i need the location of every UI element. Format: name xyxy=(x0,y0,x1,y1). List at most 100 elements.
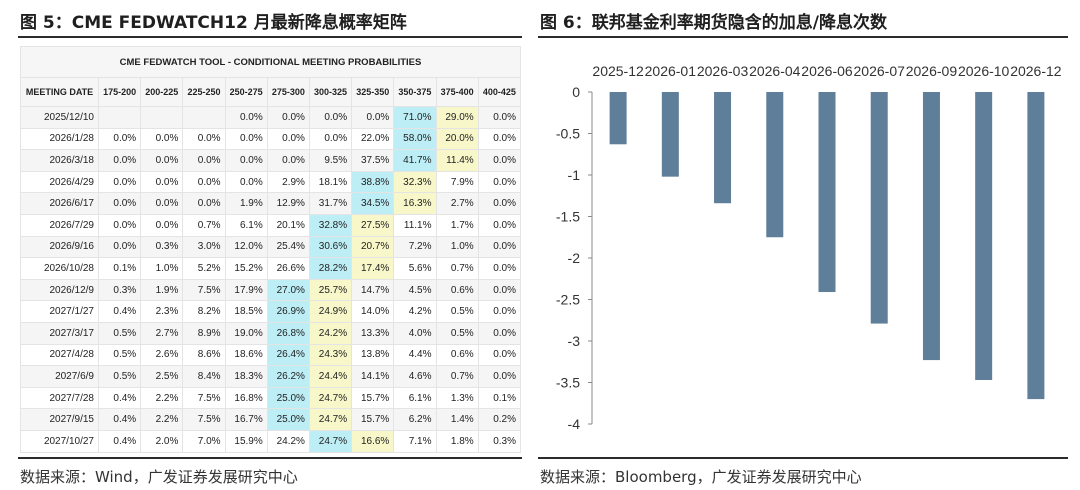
header-range-225-250: 225-250 xyxy=(182,77,226,107)
probability-cell: 0.0% xyxy=(97,170,142,194)
probability-cell: 12.9% xyxy=(266,192,310,215)
header-range-250-275: 250-275 xyxy=(224,77,268,107)
y-tick-label: -2.5 xyxy=(556,292,580,308)
probability-cell: 0.7% xyxy=(435,365,479,388)
table-row: 2026/10/28 0.1% 1.0% 5.2% 15.2% 26.6% 28.2% 17.… xyxy=(20,257,522,280)
probability-cell: 0.0% xyxy=(477,321,522,345)
header-range-175-200: 175-200 xyxy=(97,77,142,107)
probability-cell: 0.3% xyxy=(97,278,142,302)
probability-cell: 2.3% xyxy=(140,300,184,323)
figure5-source-rule xyxy=(18,457,522,459)
meeting-date-cell: 2027/6/9 xyxy=(20,365,99,388)
bar xyxy=(714,92,732,204)
probability-cell: 5.2% xyxy=(182,257,226,280)
meeting-date-cell: 2027/4/28 xyxy=(20,343,99,367)
probability-cell: 16.8% xyxy=(224,386,268,410)
table-header-row: MEETING DATE 175-200 200-225 225-250 250-275… xyxy=(20,77,522,107)
bar xyxy=(922,92,940,361)
probability-cell: 16.7% xyxy=(224,408,268,431)
probability-cell: 0.6% xyxy=(435,343,479,367)
probability-cell: 24.9% xyxy=(308,300,353,323)
probability-cell: 1.9% xyxy=(224,192,268,215)
probability-cell: 24.7% xyxy=(308,408,353,431)
figure6-title-rule xyxy=(538,36,1068,38)
probability-cell: 0.0% xyxy=(477,257,522,280)
probability-cell: 5.6% xyxy=(393,257,437,280)
x-category-label: 2026-03 xyxy=(697,63,749,79)
probability-cell: 13.8% xyxy=(351,343,395,367)
probability-cell: 2.7% xyxy=(435,192,479,215)
probability-cell: 0.0% xyxy=(224,149,268,172)
y-tick-label: 0 xyxy=(572,84,580,100)
bar xyxy=(818,92,836,293)
meeting-date-cell: 2026/6/17 xyxy=(20,192,99,215)
table-row: 2027/4/28 0.5% 2.6% 8.6% 18.6% 26.4% 24.3% 13.8… xyxy=(20,343,522,367)
probability-cell xyxy=(182,106,226,129)
table-row: 2027/6/9 0.5% 2.5% 8.4% 18.3% 26.2% 24.4% 14.1%… xyxy=(20,365,522,388)
probability-cell: 7.5% xyxy=(182,386,226,410)
probability-cell: 0.0% xyxy=(308,106,353,129)
probability-cell: 8.9% xyxy=(182,321,226,345)
probability-cell: 27.0% xyxy=(266,278,310,302)
probability-cell: 41.7% xyxy=(393,149,437,172)
bar xyxy=(609,92,627,145)
probability-cell: 0.0% xyxy=(224,170,268,194)
probability-cell: 14.7% xyxy=(351,278,395,302)
probability-cell: 0.1% xyxy=(97,257,142,280)
probability-cell: 4.6% xyxy=(393,365,437,388)
table-row: 2027/3/17 0.5% 2.7% 8.9% 19.0% 26.8% 24.2% 13.3… xyxy=(20,321,522,345)
probability-cell: 1.0% xyxy=(435,235,479,259)
probability-cell: 20.7% xyxy=(351,235,395,259)
probability-cell: 0.0% xyxy=(477,127,522,151)
probability-cell: 0.4% xyxy=(97,300,142,323)
meeting-date-cell: 2026/10/28 xyxy=(20,257,99,280)
probability-cell: 13.3% xyxy=(351,321,395,345)
probability-cell: 0.3% xyxy=(477,429,522,453)
x-category-label: 2026-10 xyxy=(958,63,1010,79)
table-row: 2026/4/29 0.0% 0.0% 0.0% 0.0% 2.9% 18.1% 38.8% 3… xyxy=(20,170,522,194)
probability-cell: 14.1% xyxy=(351,365,395,388)
probability-cell: 0.0% xyxy=(477,278,522,302)
x-category-label: 2026-06 xyxy=(801,63,853,79)
probability-cell: 2.0% xyxy=(140,429,184,453)
probability-cell: 0.0% xyxy=(477,149,522,172)
probability-cell: 28.2% xyxy=(308,257,353,280)
probability-cell: 0.4% xyxy=(97,386,142,410)
probability-cell: 2.2% xyxy=(140,386,184,410)
probability-cell: 29.0% xyxy=(435,106,479,129)
x-category-label: 2026-04 xyxy=(749,63,801,79)
probability-cell: 0.4% xyxy=(97,429,142,453)
probability-cell: 0.0% xyxy=(140,170,184,194)
probability-cell: 25.4% xyxy=(266,235,310,259)
probability-cell: 58.0% xyxy=(393,127,437,151)
probability-cell: 0.0% xyxy=(477,106,522,129)
meeting-date-cell: 2026/3/18 xyxy=(20,149,99,172)
probability-cell: 6.1% xyxy=(224,213,268,237)
x-category-label: 2026-09 xyxy=(906,63,958,79)
table-row: 2026/3/18 0.0% 0.0% 0.0% 0.0% 0.0% 9.5% 37.5% 41… xyxy=(20,149,522,172)
header-range-275-300: 275-300 xyxy=(266,77,310,107)
probability-cell: 18.6% xyxy=(224,343,268,367)
meeting-date-cell: 2025/12/10 xyxy=(20,106,99,129)
meeting-date-cell: 2026/9/16 xyxy=(20,235,99,259)
bar xyxy=(870,92,888,324)
probability-cell: 15.7% xyxy=(351,408,395,431)
probability-cell: 0.5% xyxy=(97,343,142,367)
y-tick-label: -3 xyxy=(568,333,581,349)
probability-cell: 8.4% xyxy=(182,365,226,388)
probability-cell: 1.9% xyxy=(140,278,184,302)
probability-cell: 0.0% xyxy=(477,235,522,259)
probability-cell: 12.0% xyxy=(224,235,268,259)
probability-cell: 7.5% xyxy=(182,408,226,431)
probability-cell: 6.2% xyxy=(393,408,437,431)
probability-cell: 4.4% xyxy=(393,343,437,367)
probability-cell: 7.1% xyxy=(393,429,437,453)
probability-cell: 7.5% xyxy=(182,278,226,302)
table-row: 2026/1/28 0.0% 0.0% 0.0% 0.0% 0.0% 0.0% 22.0% 58… xyxy=(20,127,522,151)
probability-cell: 6.1% xyxy=(393,386,437,410)
probability-cell: 7.2% xyxy=(393,235,437,259)
probability-cell: 37.5% xyxy=(351,149,395,172)
probability-cell: 26.4% xyxy=(266,343,310,367)
probability-cell: 4.2% xyxy=(393,300,437,323)
probability-cell: 1.8% xyxy=(435,429,479,453)
